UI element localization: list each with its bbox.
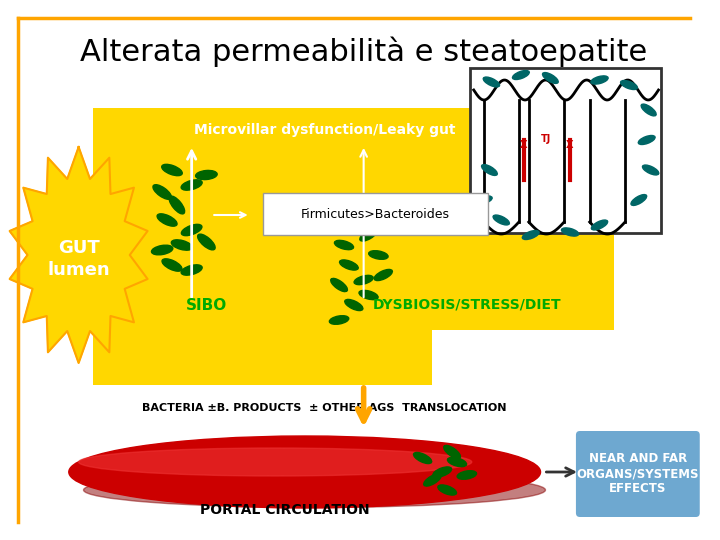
Ellipse shape: [374, 269, 392, 281]
Text: Alterata permeabilità e steatoepatite: Alterata permeabilità e steatoepatite: [80, 37, 647, 68]
Ellipse shape: [457, 471, 477, 480]
Ellipse shape: [181, 180, 202, 190]
Ellipse shape: [433, 467, 451, 477]
Polygon shape: [94, 108, 614, 330]
Ellipse shape: [84, 472, 546, 508]
Text: DYSBIOSIS/STRESS/DIET: DYSBIOSIS/STRESS/DIET: [372, 298, 561, 312]
Text: Microvillar dysfunction/Leaky gut: Microvillar dysfunction/Leaky gut: [194, 123, 455, 137]
Text: X: X: [567, 140, 574, 150]
Ellipse shape: [639, 136, 655, 145]
Ellipse shape: [413, 453, 432, 463]
Text: GUT: GUT: [58, 239, 99, 257]
Ellipse shape: [345, 300, 363, 310]
Ellipse shape: [360, 229, 377, 241]
FancyBboxPatch shape: [469, 68, 662, 233]
Text: NEAR AND FAR
ORGANS/SYSTEMS
EFFECTS: NEAR AND FAR ORGANS/SYSTEMS EFFECTS: [577, 453, 699, 496]
Ellipse shape: [169, 196, 184, 214]
Ellipse shape: [621, 80, 637, 90]
Ellipse shape: [369, 251, 388, 259]
FancyBboxPatch shape: [264, 193, 488, 235]
Ellipse shape: [483, 77, 500, 87]
Text: PORTAL CIRCULATION: PORTAL CIRCULATION: [200, 503, 370, 517]
FancyBboxPatch shape: [576, 431, 700, 517]
Ellipse shape: [444, 446, 461, 458]
Text: Firmicutes>Bacteroides: Firmicutes>Bacteroides: [301, 208, 450, 221]
Ellipse shape: [69, 436, 541, 508]
Ellipse shape: [438, 485, 456, 495]
Ellipse shape: [151, 245, 173, 255]
Ellipse shape: [325, 205, 343, 215]
Ellipse shape: [330, 279, 348, 292]
Ellipse shape: [562, 228, 579, 236]
Ellipse shape: [162, 259, 182, 271]
Ellipse shape: [181, 265, 202, 275]
Ellipse shape: [162, 164, 182, 176]
Ellipse shape: [447, 457, 467, 467]
Ellipse shape: [197, 234, 215, 250]
Text: lumen: lumen: [48, 261, 110, 279]
Polygon shape: [94, 330, 433, 385]
Ellipse shape: [334, 240, 354, 249]
Ellipse shape: [591, 220, 608, 230]
Text: TJ: TJ: [541, 134, 552, 144]
Ellipse shape: [513, 71, 529, 79]
Ellipse shape: [482, 165, 498, 176]
Ellipse shape: [153, 185, 171, 199]
Ellipse shape: [631, 194, 647, 205]
Ellipse shape: [171, 240, 192, 250]
Text: SIBO: SIBO: [186, 298, 227, 313]
Polygon shape: [9, 147, 148, 363]
Ellipse shape: [591, 76, 608, 84]
Ellipse shape: [522, 231, 539, 240]
Text: X: X: [520, 140, 528, 150]
Ellipse shape: [642, 165, 659, 175]
Ellipse shape: [641, 104, 656, 116]
Ellipse shape: [493, 215, 509, 225]
Ellipse shape: [423, 474, 441, 486]
Ellipse shape: [196, 171, 217, 180]
Ellipse shape: [157, 214, 177, 226]
Ellipse shape: [543, 72, 558, 83]
Ellipse shape: [181, 224, 202, 235]
Ellipse shape: [340, 260, 359, 270]
Text: BACTERIA ±B. PRODUCTS  ± OTHER AGS  TRANSLOCATION: BACTERIA ±B. PRODUCTS ± OTHER AGS TRANSL…: [142, 403, 507, 413]
Ellipse shape: [354, 275, 373, 285]
Ellipse shape: [359, 291, 378, 300]
Ellipse shape: [344, 220, 363, 230]
Ellipse shape: [475, 196, 492, 204]
Ellipse shape: [329, 316, 348, 325]
Ellipse shape: [78, 448, 472, 476]
